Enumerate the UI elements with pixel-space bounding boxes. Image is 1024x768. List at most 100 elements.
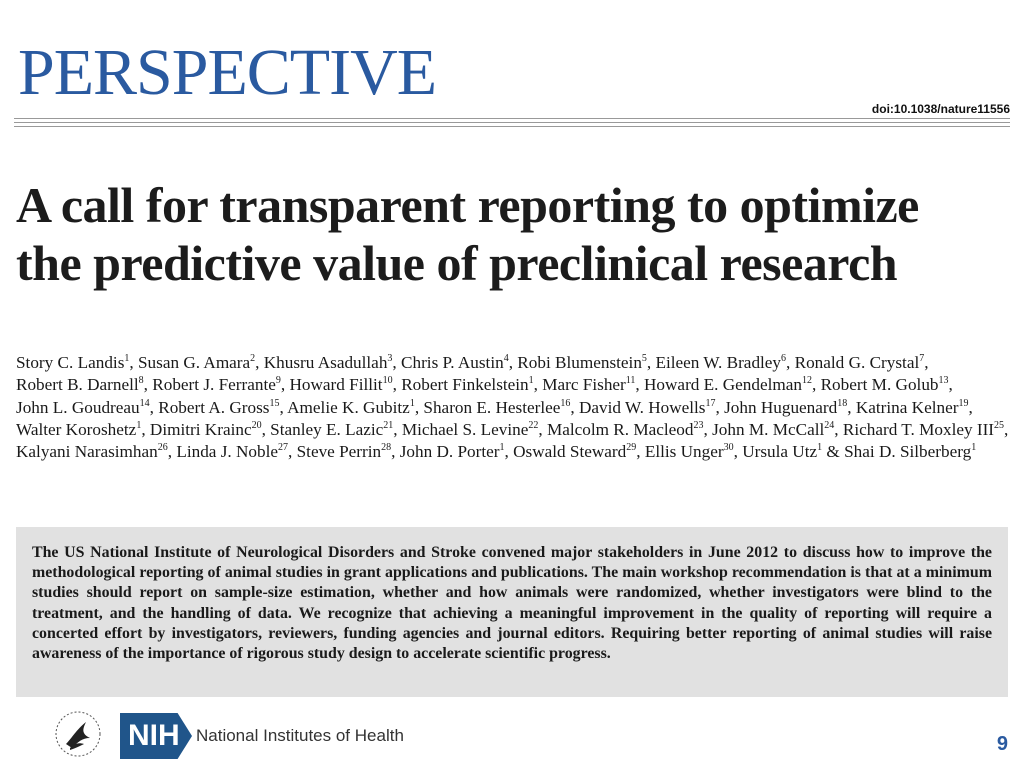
author-name: Story C. Landis: [16, 353, 125, 372]
author: Howard Fillit10: [289, 375, 392, 394]
author-list: Story C. Landis1, Susan G. Amara2, Khusr…: [16, 353, 1009, 462]
author-affiliation: 1: [971, 442, 977, 454]
author: Marc Fisher11: [542, 375, 635, 394]
author-affiliation: 26: [157, 442, 168, 454]
author-name: Marc Fisher: [542, 375, 626, 395]
page-number: 9: [996, 733, 1008, 755]
author-name: Robert Finkelstein: [401, 375, 529, 395]
author-name: Oswald Steward: [513, 442, 627, 462]
author: Shai D. Silberberg1: [844, 442, 976, 461]
author-affiliation: 1: [528, 375, 534, 387]
author: Robert Finkelstein1: [401, 375, 533, 394]
author-name: Amelie K. Gubitz: [287, 397, 410, 417]
header-rule-bottom: [14, 126, 1010, 127]
author-affiliation: 22: [528, 419, 539, 431]
hhs-eagle-logo: [55, 711, 101, 757]
author-affiliation: 30: [723, 442, 734, 454]
author-affiliation: 10: [382, 375, 393, 387]
author: Robert M. Golub13: [821, 375, 949, 394]
author-name: Howard E. Gendelman: [644, 375, 802, 395]
author-affiliation: 15: [269, 397, 280, 409]
author-name: Walter Koroshetz: [16, 419, 137, 439]
author: Oswald Steward29: [513, 442, 636, 461]
author-name: Kalyani Narasimhan: [16, 442, 158, 462]
author-name: Chris P. Austin: [401, 353, 504, 372]
author-affiliation: 3: [387, 353, 393, 364]
author-affiliation: 11: [625, 375, 636, 387]
author-affiliation: 1: [499, 442, 505, 454]
author-name: John L. Goudreau: [16, 397, 140, 417]
author: Susan G. Amara2: [138, 353, 255, 372]
author: Michael S. Levine22: [402, 420, 538, 439]
author: Stanley E. Lazic21: [270, 420, 393, 439]
author-affiliation: 8: [138, 375, 144, 387]
author-name: Robi Blumenstein: [517, 353, 642, 372]
author-affiliation: 13: [938, 375, 949, 387]
author-affiliation: 6: [781, 353, 787, 364]
author-name: Ellis Unger: [644, 442, 724, 462]
author-name: Dimitri Krainc: [149, 419, 252, 439]
author-name: Robert M. Golub: [820, 375, 939, 395]
author-name: Shai D. Silberberg: [844, 442, 972, 462]
author: John M. McCall24: [712, 420, 834, 439]
author-affiliation: 9: [275, 375, 281, 387]
author-affiliation: 23: [693, 419, 704, 431]
author-affiliation: 24: [824, 419, 835, 431]
author: David W. Howells17: [579, 398, 716, 417]
nih-name: National Institutes of Health: [196, 726, 404, 745]
author: Ursula Utz1: [742, 442, 822, 461]
author: Eileen W. Bradley6: [656, 353, 787, 372]
author-name: Howard Fillit: [289, 375, 383, 395]
author-name: Ronald G. Crystal: [794, 353, 920, 372]
abstract-text: The US National Institute of Neurologica…: [32, 544, 992, 663]
section-label: PERSPECTIVE: [18, 36, 437, 109]
author-affiliation: 21: [383, 419, 394, 431]
author-name: Richard T. Moxley III: [842, 419, 995, 439]
author: Robert J. Ferrante9: [152, 375, 281, 394]
author-name: John M. McCall: [712, 419, 825, 439]
article-title: A call for transparent reporting to opti…: [16, 177, 919, 291]
author: Robert B. Darnell8: [16, 375, 144, 394]
author-name: Robert A. Gross: [158, 397, 270, 417]
author-name: Robert B. Darnell: [16, 375, 139, 395]
author-affiliation: 1: [136, 419, 142, 431]
author-name: Katrina Kelner: [855, 397, 959, 417]
abstract-box: The US National Institute of Neurologica…: [16, 527, 1008, 697]
author: John L. Goudreau14: [16, 398, 150, 417]
author: Robi Blumenstein5: [517, 353, 647, 372]
author: Robert A. Gross15: [158, 398, 279, 417]
author: Steve Perrin28: [297, 442, 392, 461]
doi[interactable]: doi:10.1038/nature11556: [871, 102, 1010, 116]
author-name: Robert J. Ferrante: [152, 375, 276, 395]
author-name: Susan G. Amara: [137, 353, 251, 372]
nih-logo: NIH: [120, 713, 192, 759]
author-affiliation: 29: [626, 442, 637, 454]
header-rule-top: [14, 118, 1010, 119]
author: John D. Porter1: [400, 442, 505, 461]
author-affiliation: 4: [503, 353, 509, 364]
author-affiliation: 28: [381, 442, 392, 454]
author-name: John D. Porter: [399, 442, 500, 462]
author: Ellis Unger30: [645, 442, 734, 461]
author: John Huguenard18: [724, 398, 847, 417]
author-name: Khusru Asadullah: [263, 353, 388, 372]
author-name: John Huguenard: [724, 397, 838, 417]
author: Linda J. Noble27: [176, 442, 288, 461]
author-affiliation: 27: [278, 442, 289, 454]
author: Richard T. Moxley III25: [843, 420, 1004, 439]
author-name: Ursula Utz: [742, 442, 818, 462]
author-affiliation: 18: [837, 397, 848, 409]
author-affiliation: 7: [919, 353, 925, 364]
author-affiliation: 20: [251, 419, 262, 431]
author: Malcolm R. Macleod23: [547, 420, 704, 439]
author: Dimitri Krainc20: [150, 420, 262, 439]
author-affiliation: 2: [250, 353, 256, 364]
author: Walter Koroshetz1: [16, 420, 141, 439]
author: Howard E. Gendelman12: [644, 375, 812, 394]
author: Khusru Asadullah3: [264, 353, 393, 372]
author-name: Linda J. Noble: [176, 442, 279, 462]
author-affiliation: 16: [560, 397, 571, 409]
author-affiliation: 12: [802, 375, 812, 387]
author-affiliation: 1: [124, 353, 130, 364]
author: Ronald G. Crystal7: [795, 353, 925, 372]
